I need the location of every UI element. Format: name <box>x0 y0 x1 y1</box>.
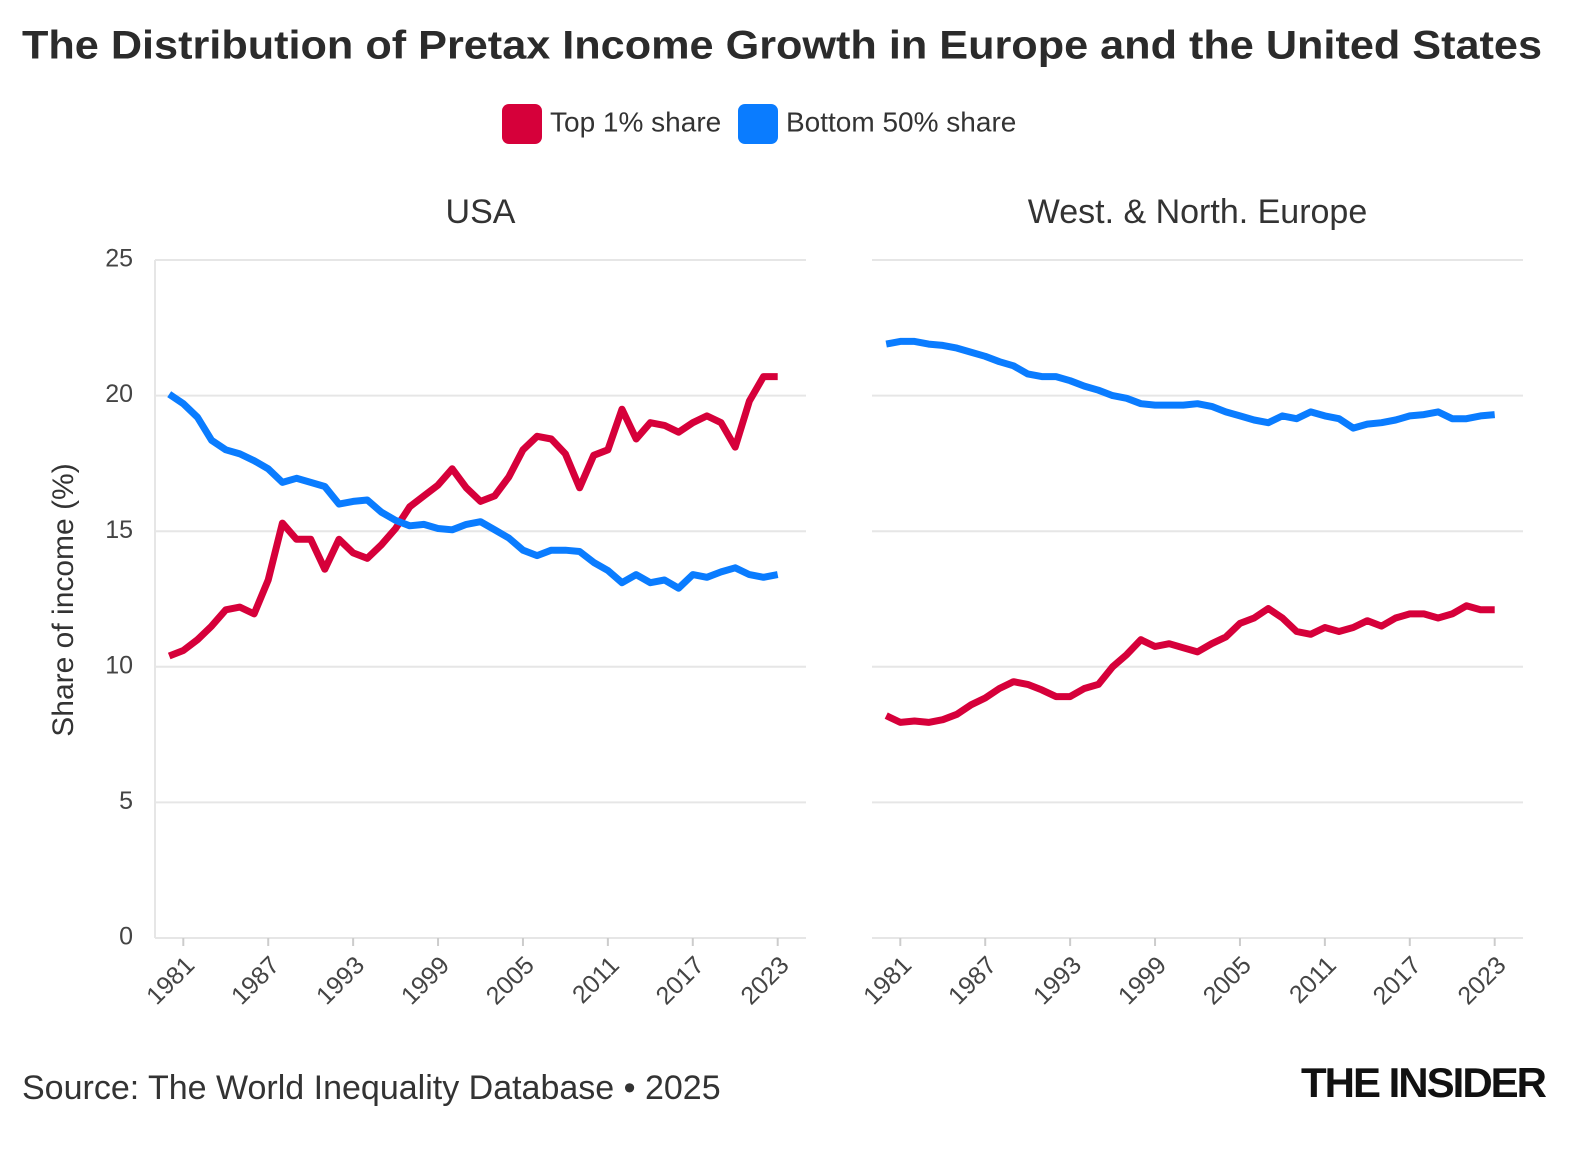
x-tick-label: 1999 <box>1113 951 1172 1010</box>
panel-title: West. & North. Europe <box>1028 193 1368 231</box>
legend-label: Bottom 50% share <box>786 106 1016 137</box>
y-tick-label: 5 <box>119 787 133 815</box>
series-line <box>885 337 1496 432</box>
y-tick-label: 0 <box>119 923 133 951</box>
x-tick-label: 2011 <box>567 951 625 1009</box>
source-note: Source: The World Inequality Database • … <box>22 1069 721 1107</box>
series-line <box>884 602 1495 726</box>
y-tick-label: 15 <box>105 516 133 544</box>
y-tick-label: 20 <box>105 380 133 408</box>
x-tick-label: 1993 <box>311 951 370 1010</box>
legend-swatch <box>738 104 778 144</box>
x-tick-label: 2011 <box>1284 951 1342 1009</box>
x-tick-label: 1999 <box>396 951 455 1010</box>
x-tick-label: 2023 <box>1452 951 1511 1010</box>
x-tick-label: 1993 <box>1028 951 1087 1010</box>
x-tick-label: 1981 <box>858 951 917 1010</box>
x-tick-label: 2005 <box>481 951 540 1010</box>
x-tick-label: 2005 <box>1198 951 1257 1010</box>
chart-title: The Distribution of Pretax Income Growth… <box>22 24 1542 68</box>
brand-logo: THE INSIDER <box>1301 1059 1547 1106</box>
series-line <box>167 391 779 592</box>
y-tick-label: 10 <box>105 651 133 679</box>
x-tick-label: 2017 <box>1368 951 1427 1010</box>
panel-title: USA <box>446 193 516 231</box>
x-tick-label: 2017 <box>651 951 710 1010</box>
legend-swatch <box>502 104 542 144</box>
legend-label: Top 1% share <box>550 106 721 137</box>
x-tick-label: 1987 <box>226 951 285 1010</box>
series-line <box>167 373 778 660</box>
y-tick-label: 25 <box>105 245 133 273</box>
x-tick-label: 2023 <box>735 951 794 1010</box>
y-axis-title: Share of income (%) <box>47 463 80 736</box>
x-tick-label: 1987 <box>943 951 1002 1010</box>
x-tick-label: 1981 <box>141 951 200 1010</box>
